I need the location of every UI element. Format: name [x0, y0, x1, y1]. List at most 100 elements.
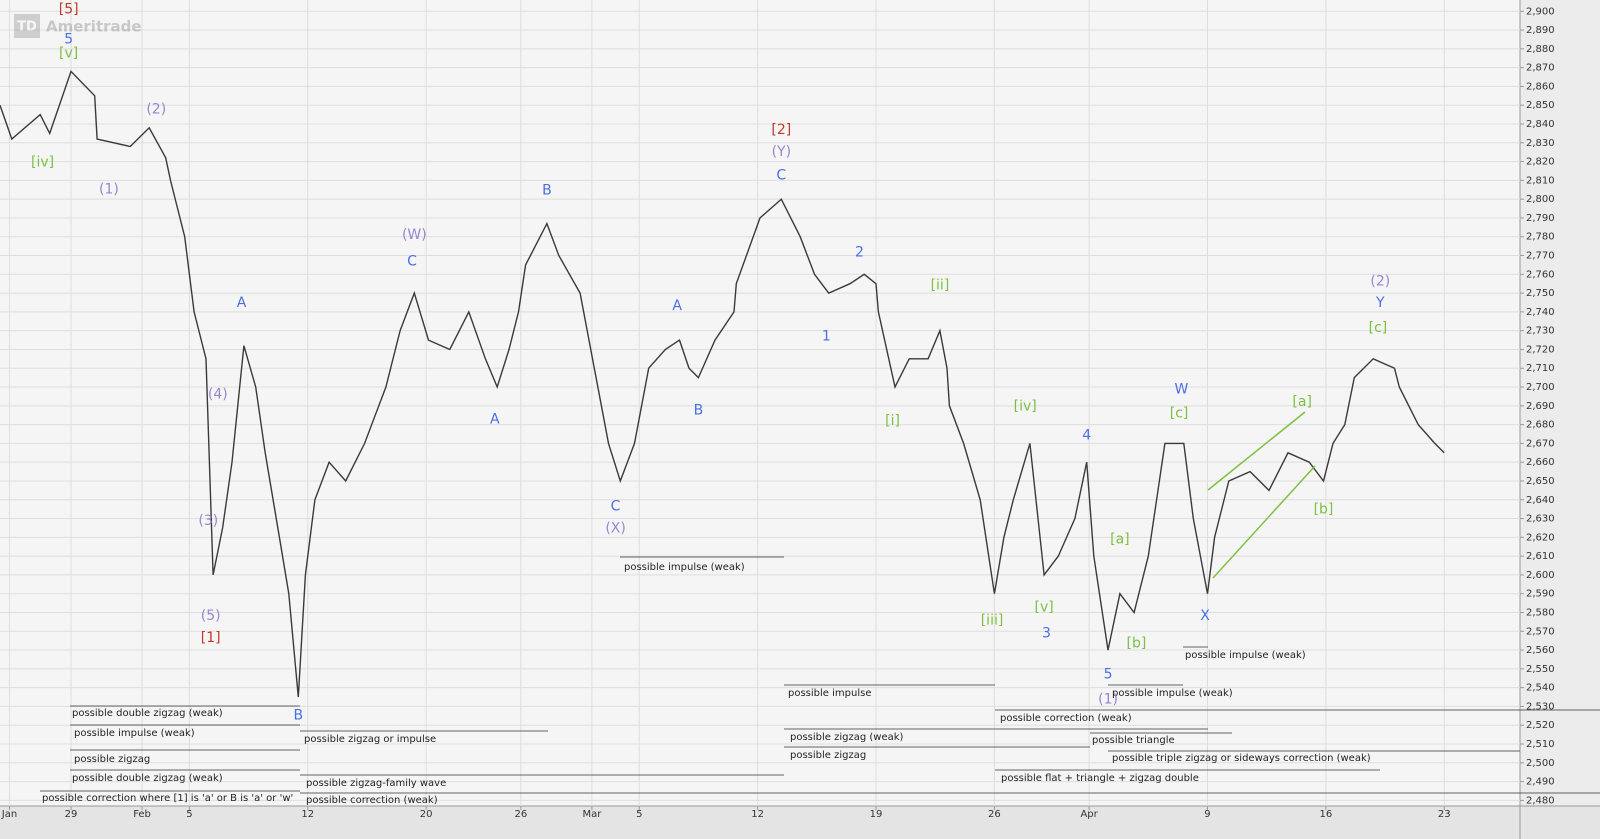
wave-label: [iv] — [31, 154, 54, 170]
y-tick-label: 2,650 — [1526, 476, 1555, 487]
y-tick-label: 2,840 — [1526, 119, 1555, 130]
y-axis-panel — [1520, 0, 1600, 839]
y-tick-label: 2,560 — [1526, 645, 1555, 656]
y-tick-label: 2,830 — [1526, 138, 1555, 149]
wave-label: [a] — [1292, 394, 1312, 410]
y-tick-label: 2,590 — [1526, 589, 1555, 600]
wave-label: [ii] — [931, 277, 950, 293]
wave-label: (1) — [99, 181, 119, 197]
pattern-label: possible correction (weak) — [306, 795, 438, 806]
wave-label: (1) — [1098, 691, 1118, 707]
pattern-label: possible zigzag — [790, 750, 866, 761]
wave-label: 5 — [1104, 666, 1113, 682]
wave-label: B — [542, 182, 552, 198]
y-tick-label: 2,870 — [1526, 63, 1555, 74]
wave-label: 4 — [1082, 427, 1091, 443]
y-tick-label: 2,520 — [1526, 720, 1555, 731]
pattern-label: possible zigzag — [74, 754, 150, 765]
logo-box — [14, 14, 40, 38]
wave-label: [iv] — [1014, 398, 1037, 414]
wave-label: B — [294, 707, 304, 723]
y-tick-label: 2,710 — [1526, 363, 1555, 374]
wave-label: (2) — [1370, 273, 1390, 289]
wave-label: A — [490, 411, 500, 427]
wave-label: [5] — [59, 1, 79, 17]
wave-label: [a] — [1110, 531, 1130, 547]
plot-background — [0, 0, 1520, 806]
y-tick-label: 2,690 — [1526, 401, 1555, 412]
pattern-label: possible zigzag (weak) — [790, 732, 904, 743]
wave-label: (W) — [402, 227, 427, 243]
y-tick-label: 2,550 — [1526, 664, 1555, 675]
x-tick-label: 19 — [870, 809, 883, 820]
x-tick-label: 9 — [1204, 809, 1210, 820]
x-tick-label: 26 — [988, 809, 1001, 820]
y-tick-label: 2,620 — [1526, 532, 1555, 543]
logo: TD Ameritrade — [14, 14, 142, 38]
wave-label: X — [1200, 608, 1210, 624]
y-tick-label: 2,770 — [1526, 251, 1555, 262]
wave-label: W — [1175, 381, 1189, 397]
y-tick-label: 2,810 — [1526, 175, 1555, 186]
y-tick-label: 2,630 — [1526, 514, 1555, 525]
wave-label: C — [407, 253, 417, 269]
y-tick-label: 2,570 — [1526, 626, 1555, 637]
pattern-labels: possible double zigzag (weak) possible im… — [40, 556, 1600, 806]
y-tick-label: 2,780 — [1526, 232, 1555, 243]
x-tick-label: 5 — [636, 809, 642, 820]
pattern-label: possible correction (weak) — [1000, 713, 1132, 724]
price-line — [0, 70, 1445, 698]
logo-mark: TD — [17, 20, 37, 35]
y-tick-label: 2,850 — [1526, 100, 1555, 111]
y-tick-label: 2,890 — [1526, 25, 1555, 36]
pattern-label: possible triangle — [1092, 735, 1175, 746]
y-tick-label: 2,510 — [1526, 739, 1555, 750]
trend-channel — [1207, 411, 1316, 579]
wave-label: [iii] — [981, 612, 1004, 628]
pattern-label: possible impulse — [788, 688, 871, 699]
y-tick-label: 2,700 — [1526, 382, 1555, 393]
logo-text: Ameritrade — [46, 18, 142, 36]
wave-label: [2] — [771, 122, 791, 138]
wave-label: 2 — [855, 244, 864, 260]
y-tick-label: 2,880 — [1526, 44, 1555, 55]
trend-line — [1212, 465, 1316, 579]
wave-label: (2) — [146, 101, 166, 117]
y-tick-label: 2,680 — [1526, 420, 1555, 431]
x-tick-label: 26 — [515, 809, 528, 820]
x-tick-label: 5 — [186, 809, 192, 820]
y-tick-label: 2,490 — [1526, 777, 1555, 788]
wave-label: B — [694, 402, 704, 418]
pattern-label: possible impulse (weak) — [1112, 688, 1233, 699]
y-tick-label: 2,610 — [1526, 551, 1555, 562]
x-tick-label: Feb — [133, 809, 151, 820]
y-tick-label: 2,600 — [1526, 570, 1555, 581]
y-tick-label: 2,530 — [1526, 701, 1555, 712]
wave-label: [c] — [1369, 320, 1388, 336]
x-axis-panel — [0, 806, 1600, 839]
wave-label: [c] — [1170, 405, 1189, 421]
y-tick-label: 2,480 — [1526, 795, 1555, 806]
y-tick-label: 2,660 — [1526, 457, 1555, 468]
x-tick-label: 29 — [65, 809, 78, 820]
pattern-label: possible zigzag-family wave — [306, 778, 446, 789]
pattern-label: possible flat + triangle + zigzag double — [1001, 773, 1199, 784]
y-tick-label: 2,760 — [1526, 269, 1555, 280]
y-tick-label: 2,670 — [1526, 438, 1555, 449]
wave-label: 5 — [64, 31, 73, 47]
x-tick-label: 23 — [1438, 809, 1451, 820]
wave-label: (X) — [605, 520, 626, 536]
pattern-label: possible impulse (weak) — [624, 562, 745, 573]
y-tick-label: 2,750 — [1526, 288, 1555, 299]
wave-label: [1] — [201, 630, 221, 646]
pattern-label: possible correction where [1] is 'a' or … — [42, 793, 293, 804]
y-tick-label: 2,860 — [1526, 81, 1555, 92]
y-tick-label: 2,640 — [1526, 495, 1555, 506]
wave-label: 3 — [1042, 625, 1051, 641]
wave-label: A — [237, 295, 247, 311]
x-tick-label: 20 — [420, 809, 433, 820]
y-tick-label: 2,740 — [1526, 307, 1555, 318]
y-tick-label: 2,800 — [1526, 194, 1555, 205]
wave-label: Y — [1375, 295, 1385, 311]
